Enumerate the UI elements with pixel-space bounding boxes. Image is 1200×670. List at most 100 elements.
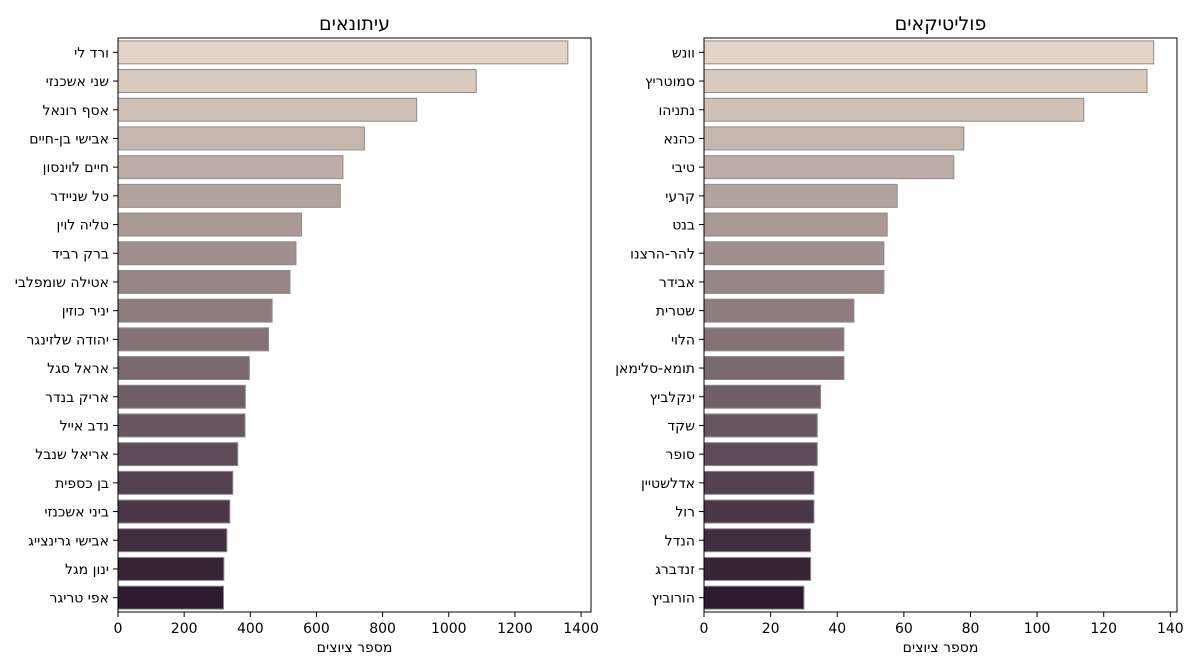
journalists-category-label: טל שניידר [50, 189, 109, 205]
journalists-bar [117, 585, 225, 610]
politicians-category-label: הורוביץ [652, 591, 695, 607]
journalists-bar [117, 97, 418, 122]
journalists-bar [117, 327, 269, 352]
politicians-category-label: רול [675, 505, 695, 521]
politicians-bar [703, 528, 812, 553]
politicians-x-tick-label: 100 [1024, 621, 1051, 637]
journalists-x-tick-label: 600 [303, 621, 330, 637]
journalists-category-label: ביני אשכנזי [44, 505, 109, 521]
journalists-category-label: יניר כוזין [62, 304, 109, 320]
journalists-category-label: יהודה שלזינגר [27, 332, 109, 348]
journalists-category-label: חיים לוינסון [43, 160, 109, 176]
journalists-plot-frame [117, 37, 592, 613]
journalists-bar [117, 126, 365, 151]
journalists-bar [117, 298, 273, 323]
politicians-category-label: זנדברג [655, 562, 695, 578]
politicians-bar [703, 241, 885, 266]
politicians-bar [703, 212, 888, 237]
politicians-x-tick-label: 0 [700, 621, 709, 637]
journalists-category-label: אסף רונאל [43, 103, 110, 119]
journalists-bar [117, 556, 225, 581]
politicians-category-label: בנט [672, 218, 695, 234]
journalists-category-label: אריאל שנבל [35, 447, 109, 463]
politicians-category-label: ינקלביץ [650, 390, 695, 406]
politicians-category-label: נתניהו [658, 103, 695, 119]
journalists-category-label: בן כספית [55, 476, 109, 492]
politicians-category-label: להר-הרצנו [630, 246, 695, 262]
journalists-bar [117, 269, 291, 294]
journalists-category-label: אריק בנדר [45, 390, 109, 406]
politicians-bar [703, 384, 822, 409]
politicians-bar [703, 155, 955, 180]
journalists-x-tick-label: 1400 [563, 621, 599, 637]
politicians-category-label: וונש [672, 45, 695, 61]
politicians-category-label: תומא-סלימאן [615, 361, 695, 377]
politicians-x-tick-label: 140 [1157, 621, 1184, 637]
journalists-category-label: אבישי גרינצייג [28, 533, 109, 549]
politicians-category-label: טיבי [672, 160, 695, 176]
journalists-bar [117, 384, 246, 409]
politicians-bar [703, 69, 1148, 94]
journalists-bar [117, 413, 246, 438]
politicians-bar [703, 585, 805, 610]
politicians-x-tick-label: 60 [895, 621, 913, 637]
journalists-x-tick-label: 400 [237, 621, 264, 637]
politicians-category-labels: וונש סמוטריץ נתניהו כהנא טיבי קרעי בנט להר-הרצנ… [615, 45, 704, 607]
journalists-x-ticks: 0 200 400 600 800 1000 1200 1400 [114, 612, 599, 637]
politicians-bar [703, 499, 815, 524]
journalists-category-label: ברק רביד [52, 246, 109, 262]
politicians-bar [703, 269, 885, 294]
politicians-category-label: שטרית [656, 304, 695, 320]
journalists-bar [117, 212, 303, 237]
journalists-category-label: ורד לי [74, 45, 109, 61]
journalists-bar [117, 442, 239, 467]
journalists-bar [117, 241, 297, 266]
journalists-x-tick-label: 1200 [497, 621, 533, 637]
politicians-bar [703, 356, 845, 381]
journalists-bar [117, 183, 341, 208]
politicians-bar [703, 327, 845, 352]
politicians-category-label: סופר [665, 447, 695, 463]
journalists-x-tick-label: 200 [171, 621, 198, 637]
politicians-chart-title: פוליטיקאים [895, 13, 987, 35]
journalists-bars [117, 40, 569, 610]
journalists-bar [117, 356, 250, 381]
politicians-bars [703, 40, 1155, 610]
journalists-category-label: אטילה שומפלבי [15, 275, 109, 291]
journalists-x-tick-label: 0 [114, 621, 123, 637]
journalists-chart: עיתונאים ורד לי שני אשכנזי אסף רונאל אבישי … [15, 13, 599, 656]
journalists-x-tick-label: 1000 [431, 621, 467, 637]
journalists-x-tick-label: 800 [369, 621, 396, 637]
politicians-category-label: קרעי [665, 189, 695, 205]
politicians-category-label: הנדל [665, 533, 695, 549]
politicians-category-label: אבידר [659, 275, 695, 291]
politicians-bar [703, 40, 1155, 65]
journalists-bar [117, 69, 477, 94]
politicians-plot-frame [703, 37, 1178, 613]
journalists-category-labels: ורד לי שני אשכנזי אסף רונאל אבישי בן-חיים חי… [15, 45, 118, 607]
politicians-x-tick-label: 40 [828, 621, 846, 637]
journalists-category-label: שני אשכנזי [46, 74, 109, 90]
politicians-bar [703, 442, 818, 467]
politicians-x-tick-label: 120 [1090, 621, 1117, 637]
politicians-bar [703, 556, 812, 581]
journalists-bar [117, 155, 344, 180]
politicians-bar [703, 470, 815, 495]
politicians-chart: פוליטיקאים וונש סמוטריץ נתניהו כהנא טיבי קרעי… [615, 13, 1184, 656]
politicians-bar [703, 183, 898, 208]
politicians-bar [703, 126, 965, 151]
politicians-x-tick-label: 80 [962, 621, 980, 637]
politicians-bar [703, 97, 1085, 122]
journalists-bar [117, 499, 231, 524]
politicians-category-label: כהנא [663, 131, 695, 147]
journalists-x-axis-title: מספר ציוצים [317, 640, 393, 656]
journalists-bar [117, 40, 569, 65]
politicians-category-label: סמוטריץ [645, 74, 695, 90]
journalists-category-label: אראל סגל [47, 361, 109, 377]
journalists-chart-title: עיתונאים [319, 13, 390, 35]
politicians-bar [703, 413, 818, 438]
politicians-category-label: אדלשטיין [641, 476, 695, 492]
politicians-category-label: הלוי [671, 332, 695, 348]
politicians-category-label: שקד [668, 418, 696, 434]
